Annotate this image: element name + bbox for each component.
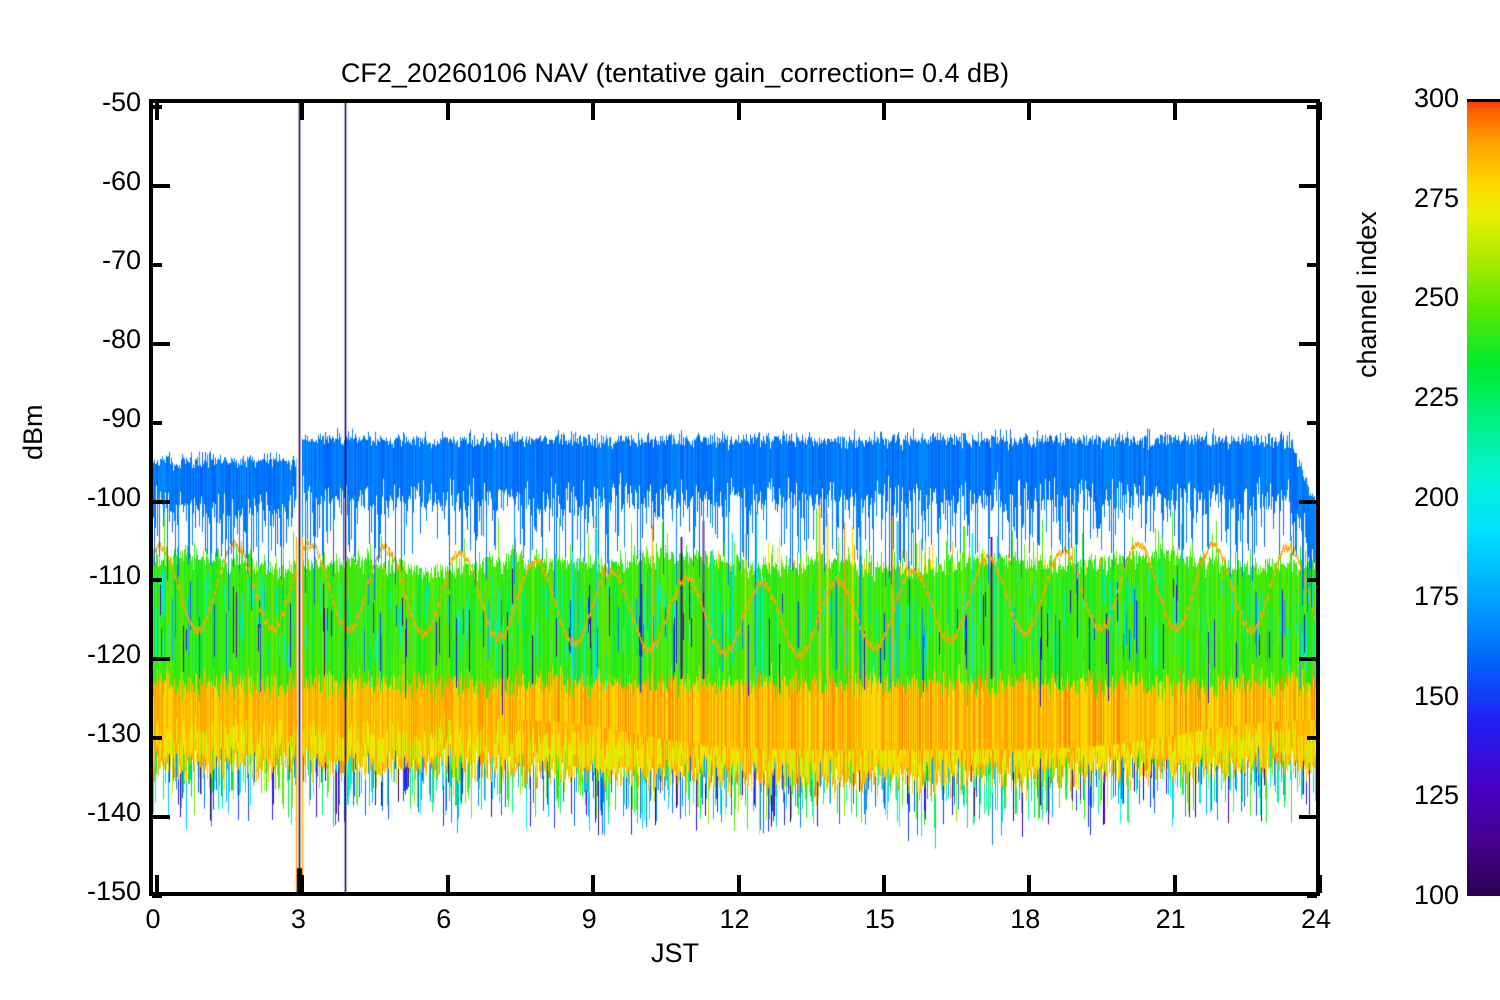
x-tick <box>1172 875 1177 893</box>
x-tick-label: 18 <box>1010 904 1041 934</box>
y-tick <box>152 420 162 425</box>
x-tick <box>1318 875 1322 893</box>
y-tick <box>152 736 162 741</box>
y-tick <box>1307 894 1317 898</box>
x-tick <box>300 875 305 893</box>
y-tick <box>152 815 170 820</box>
x-tick <box>445 102 450 120</box>
y-tick <box>1299 183 1317 188</box>
y-tick <box>1299 657 1317 662</box>
x-tick-label: 0 <box>145 904 161 934</box>
colorbar-title: channel index <box>1352 211 1382 378</box>
x-tick-label: 6 <box>436 904 452 934</box>
x-tick <box>591 875 596 893</box>
y-tick-label: -100 <box>86 481 141 512</box>
y-tick-label: -120 <box>86 639 141 670</box>
y-tick-label: -50 <box>101 87 141 117</box>
y-tick-label: -70 <box>101 244 141 275</box>
x-tick <box>300 102 305 120</box>
y-tick <box>152 657 170 662</box>
y-tick <box>152 894 162 898</box>
x-tick-label: 3 <box>290 904 306 934</box>
y-tick <box>1299 499 1317 504</box>
x-tick-label: 21 <box>1155 904 1186 934</box>
plot-area <box>149 99 1322 898</box>
y-tick <box>1299 815 1317 820</box>
x-tick-label: 9 <box>581 904 597 934</box>
colorbar-tick-label: 150 <box>1413 680 1459 711</box>
x-tick <box>1027 102 1032 120</box>
y-tick <box>1307 105 1317 109</box>
y-axis-title: dBm <box>18 404 48 460</box>
y-tick <box>1307 262 1317 267</box>
x-tick <box>1318 102 1322 120</box>
x-tick <box>736 875 741 893</box>
colorbar-tick-label: 200 <box>1413 481 1459 512</box>
colorbar-tick-label: 275 <box>1413 182 1459 213</box>
x-tick-label: 12 <box>719 904 750 934</box>
y-tick <box>152 262 162 267</box>
x-tick <box>591 102 596 120</box>
colorbar-tick-label: 125 <box>1413 780 1459 811</box>
colorbar-tick-label: 225 <box>1413 381 1459 412</box>
y-tick-label: -110 <box>88 560 141 591</box>
y-tick-label: -90 <box>101 402 141 433</box>
x-tick <box>445 875 450 893</box>
colorbar-tick-label: 250 <box>1413 282 1459 313</box>
y-tick-label: -150 <box>86 876 141 906</box>
x-tick <box>1172 102 1177 120</box>
x-tick-label: 24 <box>1300 904 1332 934</box>
y-tick-label: -80 <box>101 323 141 354</box>
colorbar-tick-label: 300 <box>1413 83 1459 113</box>
y-tick <box>1299 341 1317 346</box>
colorbar <box>1467 99 1500 896</box>
x-tick <box>155 875 159 893</box>
x-tick <box>155 102 159 120</box>
colorbar-tick-label: 100 <box>1413 880 1459 910</box>
x-tick <box>881 102 886 120</box>
y-tick <box>152 341 170 346</box>
x-tick <box>736 102 741 120</box>
y-tick-label: -130 <box>86 718 141 749</box>
x-tick <box>1027 875 1032 893</box>
y-tick <box>152 499 170 504</box>
chart-title: CF2_20260106 NAV (tentative gain_correct… <box>340 58 1010 88</box>
y-tick <box>1307 420 1317 425</box>
spectrum-plot-canvas <box>153 103 1316 892</box>
colorbar-gradient <box>1467 102 1500 896</box>
y-tick-label: -60 <box>101 165 141 196</box>
y-tick-label: -140 <box>86 797 141 828</box>
x-tick-label: 15 <box>864 904 895 934</box>
y-tick <box>1307 578 1317 583</box>
y-tick <box>152 578 162 583</box>
y-tick <box>152 183 170 188</box>
y-tick <box>1307 736 1317 741</box>
x-axis-title: JST <box>650 938 699 968</box>
x-tick <box>881 875 886 893</box>
colorbar-tick-label: 175 <box>1413 581 1459 612</box>
